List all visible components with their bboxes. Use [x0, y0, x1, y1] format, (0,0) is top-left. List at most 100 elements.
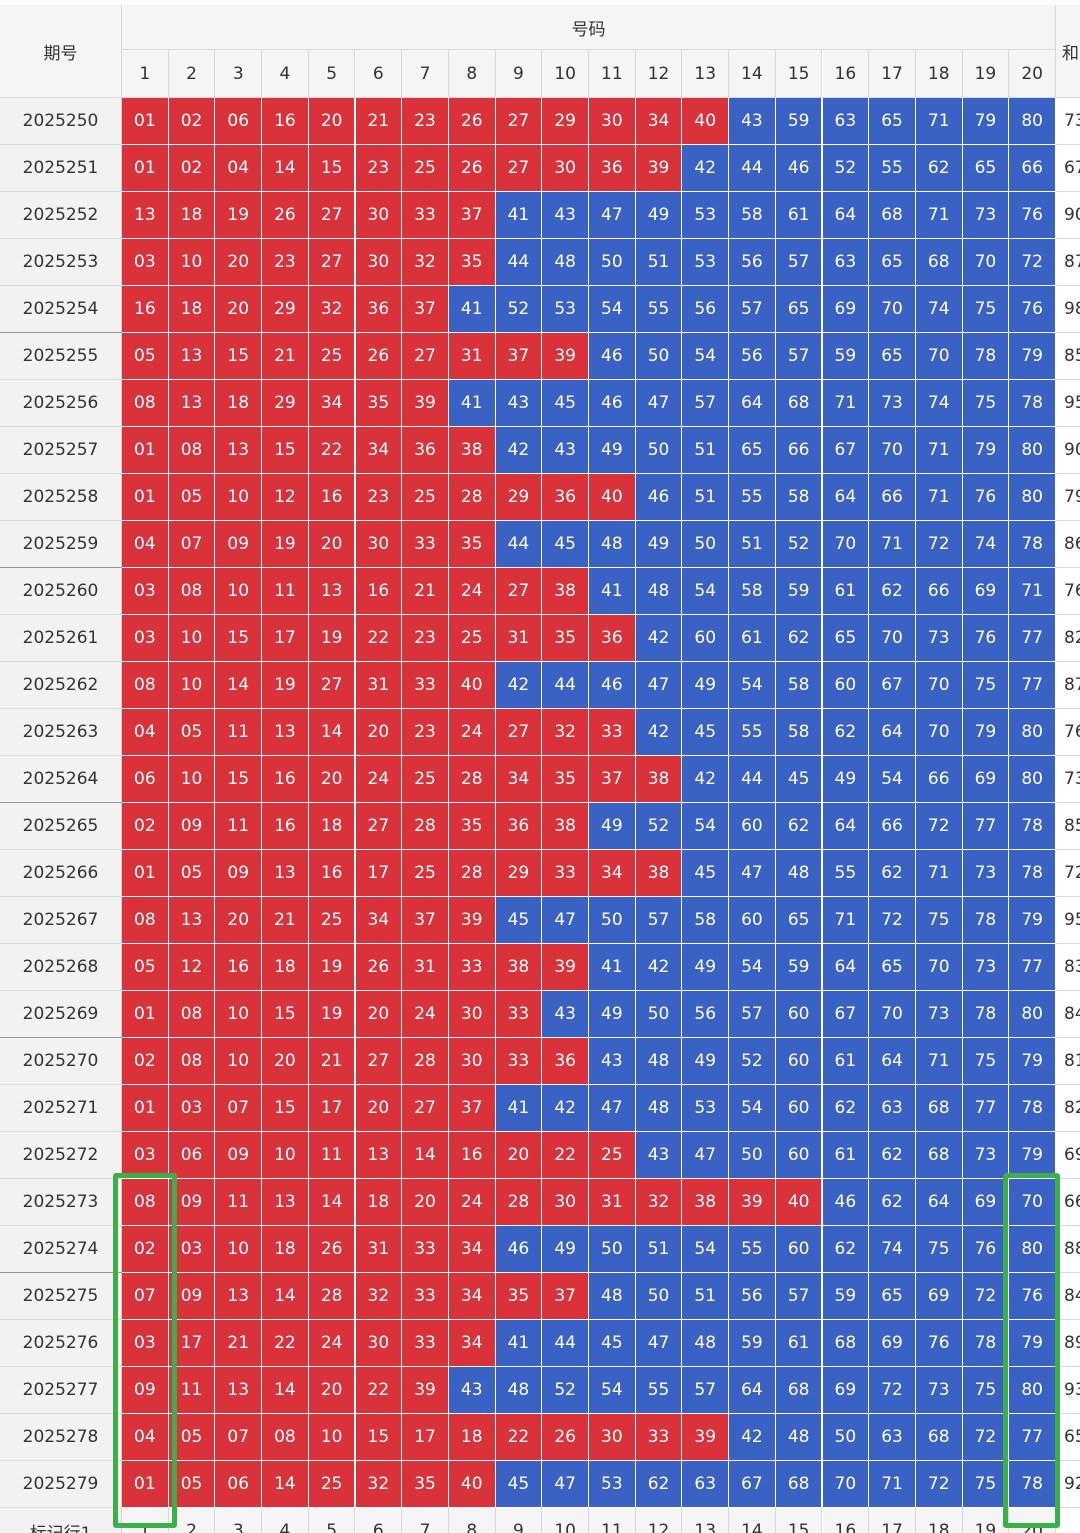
number-cell: 49 [589, 427, 636, 474]
number-cell: 47 [589, 1085, 636, 1132]
number-cell: 20 [308, 521, 356, 568]
period: 2025252 [0, 192, 122, 239]
number-cell: 39 [448, 897, 496, 944]
number-cell: 44 [729, 145, 776, 192]
number-cell: 33 [635, 1414, 683, 1461]
number-cell: 14 [402, 1132, 449, 1179]
sum: 654 [1056, 1414, 1080, 1461]
number-cell: 16 [122, 286, 169, 333]
number-cell: 53 [589, 1461, 636, 1508]
number-cell: 37 [542, 1273, 589, 1320]
number-cell: 70 [915, 709, 963, 756]
number-cell: 10 [262, 1132, 309, 1179]
number-cell: 16 [308, 474, 356, 521]
number-cell: 08 [122, 380, 169, 427]
number-cell: 73 [869, 380, 916, 427]
footer-column: 10 [542, 1508, 589, 1533]
number-cell: 01 [122, 98, 169, 145]
number-cell: 14 [308, 1179, 356, 1226]
number-cell: 43 [542, 192, 589, 239]
number-cell: 54 [589, 1367, 636, 1414]
column-header: 6 [355, 50, 403, 98]
number-cell: 22 [308, 427, 356, 474]
number-cell: 60 [775, 991, 823, 1038]
number-cell: 49 [682, 944, 730, 991]
number-cell: 78 [962, 991, 1010, 1038]
sum: 792 [1056, 474, 1080, 521]
number-cell: 77 [1009, 662, 1056, 709]
number-cell: 59 [729, 1320, 776, 1367]
number-cell: 71 [915, 1038, 963, 1085]
number-cell: 05 [168, 709, 216, 756]
number-cell: 71 [1009, 568, 1056, 615]
period: 2025271 [0, 1085, 122, 1132]
column-header: 12 [635, 50, 683, 98]
number-cell: 16 [262, 756, 309, 803]
number-cell: 42 [682, 145, 730, 192]
number-cell: 47 [542, 897, 589, 944]
column-header: 1 [122, 50, 169, 98]
number-cell: 35 [448, 521, 496, 568]
period: 2025259 [0, 521, 122, 568]
number-cell: 62 [915, 145, 963, 192]
number-cell: 58 [729, 192, 776, 239]
number-cell: 12 [262, 474, 309, 521]
period: 2025267 [0, 897, 122, 944]
number-cell: 65 [869, 1273, 916, 1320]
number-cell: 08 [262, 1414, 309, 1461]
number-cell: 10 [168, 239, 216, 286]
number-cell: 02 [122, 1038, 169, 1085]
number-cell: 06 [122, 756, 169, 803]
number-cell: 01 [122, 991, 169, 1038]
number-cell: 65 [869, 333, 916, 380]
number-cell: 66 [915, 568, 963, 615]
footer-column: 16 [822, 1508, 870, 1533]
sum: 853 [1056, 333, 1080, 380]
sum: 938 [1056, 1367, 1080, 1414]
number-cell: 38 [448, 427, 496, 474]
number-cell: 37 [402, 286, 449, 333]
number-cell: 13 [262, 850, 309, 897]
number-cell: 14 [215, 662, 263, 709]
number-cell: 62 [775, 615, 823, 662]
number-cell: 67 [729, 1461, 776, 1508]
number-cell: 32 [402, 239, 449, 286]
number-cell: 10 [215, 568, 263, 615]
number-cell: 45 [495, 1461, 543, 1508]
number-cell: 56 [682, 991, 730, 1038]
number-cell: 18 [262, 944, 309, 991]
number-cell: 64 [729, 380, 776, 427]
number-cell: 11 [215, 1179, 263, 1226]
number-cell: 28 [402, 803, 449, 850]
sum: 929 [1056, 1461, 1080, 1508]
number-cell: 13 [262, 1179, 309, 1226]
number-cell: 04 [122, 1414, 169, 1461]
number-cell: 26 [355, 333, 403, 380]
number-cell: 20 [215, 897, 263, 944]
number-cell: 38 [495, 944, 543, 991]
number-cell: 48 [682, 1320, 730, 1367]
number-cell: 33 [542, 850, 589, 897]
number-cell: 70 [962, 239, 1010, 286]
number-cell: 01 [122, 1085, 169, 1132]
number-cell: 62 [822, 709, 870, 756]
number-cell: 21 [262, 333, 309, 380]
number-cell: 19 [262, 662, 309, 709]
sum: 854 [1056, 803, 1080, 850]
number-cell: 62 [635, 1461, 683, 1508]
number-cell: 70 [915, 944, 963, 991]
number-cell: 36 [402, 427, 449, 474]
number-cell: 76 [915, 1320, 963, 1367]
number-cell: 26 [355, 944, 403, 991]
number-cell: 72 [962, 1414, 1010, 1461]
number-cell: 15 [215, 333, 263, 380]
number-cell: 40 [589, 474, 636, 521]
number-cell: 05 [168, 850, 216, 897]
sum: 666 [1056, 1179, 1080, 1226]
number-cell: 34 [448, 1273, 496, 1320]
sum: 831 [1056, 944, 1080, 991]
number-cell: 30 [542, 1179, 589, 1226]
number-cell: 54 [682, 803, 730, 850]
number-cell: 36 [495, 803, 543, 850]
number-cell: 39 [402, 1367, 449, 1414]
